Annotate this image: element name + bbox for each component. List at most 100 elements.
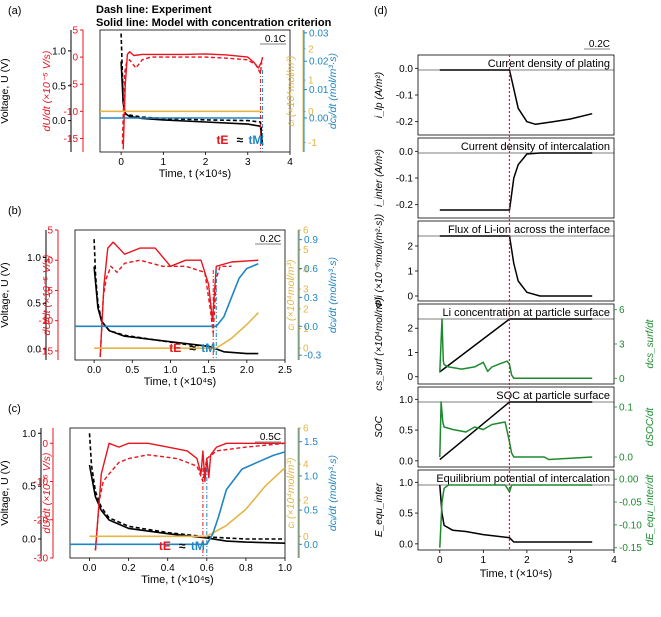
panel-d-sub6-series-de-equ-inter-dt <box>439 484 593 548</box>
panel-b-xtick-label: 1.0 <box>164 365 178 376</box>
panel-d-xtick-label: 4 <box>611 555 617 566</box>
panel-d-rate-label: 0.2C <box>589 39 610 50</box>
panel-b-dcidt-tick-label: 0.3 <box>304 293 318 304</box>
panel-d-sub3-left-tick-label: 0 <box>407 292 413 303</box>
panel-c-ci-tick-label: 4 <box>303 460 309 471</box>
panel-b-dUdt-tick-label: -10 <box>39 316 54 327</box>
panel-a-label: (a) <box>8 5 21 17</box>
panel-d-sub2-left-tick-label: -0.1 <box>396 174 414 185</box>
panel-b-dUdt-tick-label: 0 <box>47 256 53 267</box>
panel-b-series-voltage-model <box>93 266 259 355</box>
panel-d-sub2-series-i-inter <box>439 152 593 211</box>
panel-d-sub1-left-tick-label: -0.1 <box>396 91 414 102</box>
panel-c-dcidt-label: dcᵢᵢ/dt (mol/m³·s) <box>327 455 339 531</box>
panel-b-xtick-label: 2.5 <box>278 365 292 376</box>
panel-d-sub4-right-tick-label: 6 <box>619 305 625 316</box>
panel-b-dUdt-label: dU/dt (×10⁻⁵ V/s) <box>41 255 53 336</box>
panel-a-rate-label: 0.1C <box>265 34 286 45</box>
panel-c-frame <box>69 427 286 559</box>
panel-c-voltage-tick-label: 1.0 <box>22 429 36 440</box>
panel-c-series-ci-model <box>89 467 286 538</box>
panel-d-sub4-series-dcs-surf-dt <box>439 318 593 380</box>
panel-d-sub6-left-tick-label: 0.0 <box>399 539 413 550</box>
panel-d-xtick-label: 0 <box>437 555 443 566</box>
panel-b-dcidt-tick-label: 0.6 <box>304 264 318 275</box>
panel-c-dUdt-tick-label: -20 <box>34 515 49 526</box>
panel-c-ci-label: cᵢ (×10⁴mol/m³) <box>285 458 297 529</box>
panel-c-tE-text: tE <box>159 539 171 553</box>
panel-d-sub6-right-tick-label: 0.00 <box>619 475 639 486</box>
panel-b-dcidt-tick-label: 0.9 <box>304 235 318 246</box>
panel-a-dcidt-tick-label: 0.03 <box>309 28 329 39</box>
panel-b-ci-tick-label: 1 <box>303 324 309 335</box>
panel-a-ci-tick-label: 0 <box>308 107 314 118</box>
panel-c-rate-label: 0.5C <box>260 432 281 443</box>
panel-d-sub2-title: Current density of intercalation <box>461 141 610 153</box>
panel-a-xtick-label: 1 <box>161 157 167 168</box>
panel-b-tM-text: tM <box>201 341 215 355</box>
panel-d-sub3-title: Flux of Li-ion across the interface <box>448 224 610 236</box>
panel-d-sub5-series-dsoc-dt <box>439 401 593 461</box>
panel-d-sub4-left-tick-label: 0 <box>407 372 413 383</box>
panel-c-dcidt-tick-label: 1.0 <box>304 471 318 482</box>
panel-a-dcidt-label: dcᵢᵢ/dt (mol/m³·s) <box>327 53 339 129</box>
panel-b-ci-tick-label: 2 <box>303 304 309 315</box>
panel-c-tM-text: tM <box>191 539 205 553</box>
panel-a-series-du-dt-experiment <box>121 56 263 144</box>
panel-b-ci-tick-label: 4 <box>303 265 309 276</box>
panel-d-sub6-left-label: E_equ_inter <box>374 482 385 537</box>
panel-d-sub5-series-soc <box>439 401 593 461</box>
panel-b-ci-tick-label: 6 <box>303 226 309 237</box>
panel-d-sub6-title-bg <box>458 471 613 485</box>
panel-a-xlabel: Time, t (×10⁴s) <box>159 168 231 180</box>
panel-c-xtick-label: 1.0 <box>278 563 292 574</box>
panel-d-sub3-left-tick-label: 2 <box>407 242 413 253</box>
panel-d-sub4-series-cs-surf <box>439 318 593 373</box>
panel-b-ci-tick-label: 3 <box>303 285 309 296</box>
panel-b-series-du-dt-model <box>99 241 259 358</box>
panel-b-voltage-tick-label: 0.0 <box>27 345 41 356</box>
panel-d-sub5-left-label: SOC <box>374 415 385 437</box>
panel-d-sub3-series-flux <box>439 235 593 297</box>
panel-c-voltage-tick-label: 0.0 <box>22 534 36 545</box>
panel-d-sub1-left-tick-label: -0.2 <box>396 117 414 128</box>
panel-d-sub6-right-tick-label: -0.05 <box>619 498 642 509</box>
panel-d-sub1-title-bg <box>458 56 613 70</box>
panel-c-xtick-label: 0.0 <box>83 563 97 574</box>
panel-d-sub5-left-tick-label: 0.5 <box>399 426 413 437</box>
panel-b-rate-label: 0.2C <box>260 234 281 245</box>
panel-b-series-ci-model <box>94 312 259 350</box>
panel-d-xtick-label: 1 <box>481 555 487 566</box>
panel-d-sub5-title-bg <box>458 388 613 402</box>
panel-d-sub2-left-tick-label: 0.0 <box>399 147 413 158</box>
panel-c-xlabel: Time, t (×10⁴s) <box>141 574 213 586</box>
panel-b-xtick-label: 2.0 <box>240 365 254 376</box>
panel-d-sub1-series-i-lp <box>439 69 593 126</box>
panel-c-approx-text: ≈ <box>179 539 186 553</box>
panel-d-sub4-right-tick-label: 3 <box>619 340 625 351</box>
panel-c-series-du-dt-model <box>94 442 285 551</box>
panel-d-sub4-left-label: cs_surf (×10⁴mol/m³) <box>374 297 385 391</box>
panel-a-dUdt-tick-label: -5 <box>69 80 78 91</box>
panel-d-sub2-left-label: i_inter (A/m²) <box>374 149 385 207</box>
panel-b-tE-text: tE <box>169 341 181 355</box>
panel-c-label: (c) <box>8 403 21 415</box>
panel-d-sub5-left-tick-label: 0.0 <box>399 456 413 467</box>
panel-a-tM-text: tM <box>248 133 262 147</box>
panel-a-series-du-dt-model <box>122 51 264 150</box>
panel-d-sub6-right-tick-label: -0.10 <box>619 520 642 531</box>
panel-a-xtick-label: 4 <box>287 157 293 168</box>
panel-d-sub4-right-tick-label: 0 <box>619 374 625 385</box>
panel-c-dUdt-tick-label: -10 <box>34 477 49 488</box>
panel-b-ci-label: cᵢ (×10⁴mol/m³) <box>285 260 297 331</box>
panel-b-xtick-label: 1.5 <box>202 365 216 376</box>
panel-c-ci-tick-label: 0 <box>303 532 309 543</box>
panel-c-series-voltage-model <box>88 464 286 544</box>
panel-d-xlabel: Time, t (×10⁴s) <box>480 568 552 580</box>
panel-d-sub3-left-tick-label: 1 <box>407 267 413 278</box>
panel-a-dcidt-tick-label: 0.01 <box>309 85 329 96</box>
panel-d-sub5-right-tick-label: 0.1 <box>619 403 633 414</box>
panel-d-sub4-right-label: dcs_surf/dt <box>645 318 656 368</box>
panel-a-approx-text: ≈ <box>236 133 243 147</box>
